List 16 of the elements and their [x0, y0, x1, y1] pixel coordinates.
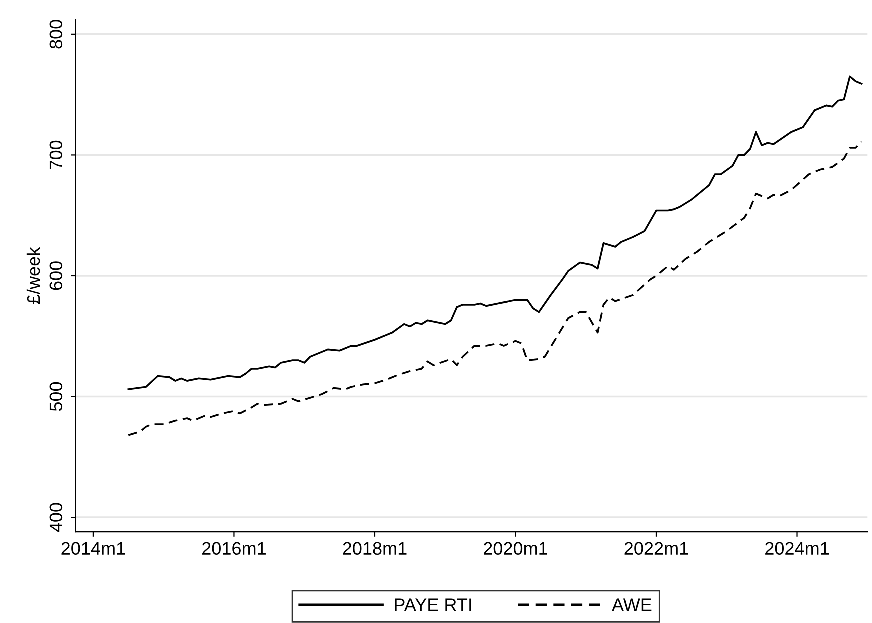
legend-label: PAYE RTI [395, 598, 472, 612]
y-tick-label: 800 [50, 20, 63, 49]
y-tick-label: 400 [50, 503, 63, 532]
y-tick-label: 600 [50, 262, 63, 290]
y-tick-label: 700 [50, 140, 63, 170]
y-tick-label: 500 [50, 382, 63, 412]
x-tick-label: 2016m1 [202, 542, 266, 556]
y-axis-title: £/week [26, 247, 40, 304]
line-series [128, 76, 863, 390]
x-tick-label: 2024m1 [766, 542, 830, 556]
x-tick-label: 2020m1 [484, 542, 548, 556]
x-tick-label: 2018m1 [343, 542, 407, 556]
legend-label: AWE [612, 598, 652, 612]
x-tick-label: 2022m1 [624, 542, 688, 556]
x-tick-label: 2014m1 [62, 542, 126, 556]
line-series [128, 141, 863, 436]
